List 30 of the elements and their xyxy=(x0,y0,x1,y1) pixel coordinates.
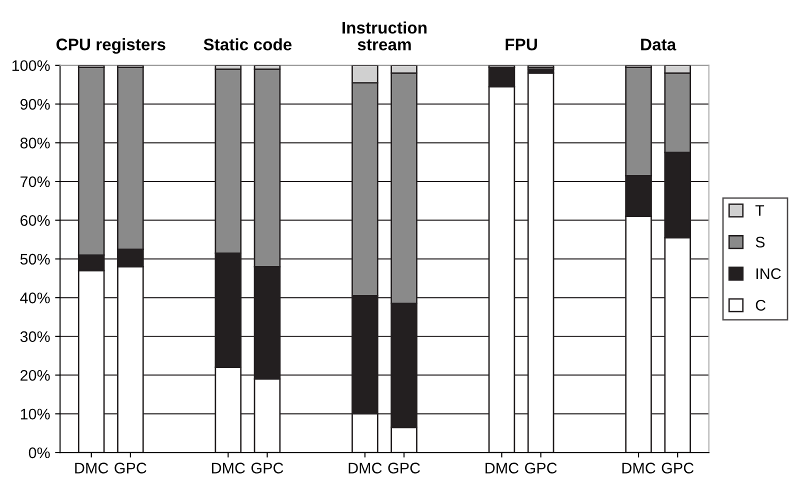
legend-label: T xyxy=(755,205,764,216)
text: CPU registers xyxy=(56,38,166,54)
y-tick-label: 20% xyxy=(20,370,50,381)
x-tick-label: DMC xyxy=(212,462,245,474)
text: Instruction stream xyxy=(342,21,427,50)
text: FPU xyxy=(506,38,537,50)
y-tick-label: 90% xyxy=(20,98,50,110)
y-tick-label: 40% xyxy=(20,292,50,304)
x-tick-label: DMC xyxy=(622,462,656,474)
x-tick-label: DMC xyxy=(348,462,382,474)
legend-label: S xyxy=(756,236,765,248)
x-tick-label: GPC xyxy=(662,462,694,474)
text: Data xyxy=(641,38,676,50)
legend-label: C xyxy=(756,300,766,311)
x-tick-label: DMC xyxy=(75,462,108,474)
y-tick-label: 80% xyxy=(20,138,50,148)
y-tick-label: 10% xyxy=(20,408,50,420)
x-tick-label: GPC xyxy=(114,462,146,474)
y-tick-label: 100% xyxy=(12,60,50,72)
y-tick-label: 50% xyxy=(20,254,50,265)
x-tick-label: GPC xyxy=(251,462,284,474)
y-tick-label: 30% xyxy=(20,331,50,342)
x-tick-label: GPC xyxy=(388,462,420,474)
y-tick-label: 0% xyxy=(28,447,50,458)
y-tick-label: 70% xyxy=(20,176,50,188)
x-tick-label: DMC xyxy=(486,462,519,474)
text: Static code xyxy=(204,38,292,50)
y-tick-label: 60% xyxy=(20,215,50,226)
legend-label: INC xyxy=(756,268,781,280)
x-tick-label: GPC xyxy=(525,462,557,474)
